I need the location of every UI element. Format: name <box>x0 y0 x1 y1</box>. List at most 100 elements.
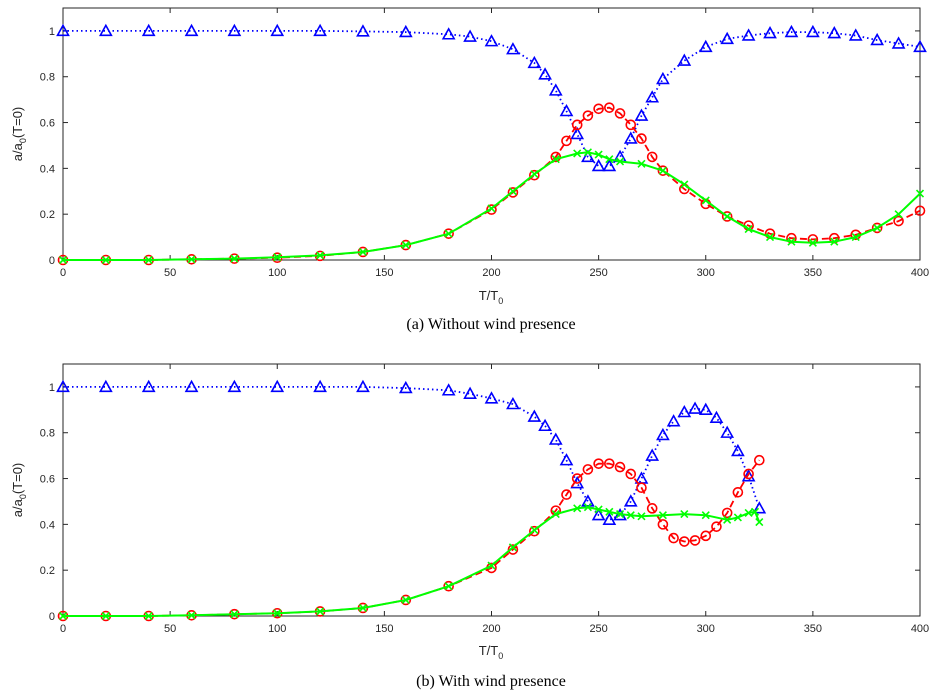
y-tick-label: 0 <box>49 255 55 267</box>
triangle-marker <box>506 396 520 410</box>
x-marker <box>551 509 560 519</box>
x-marker <box>144 611 153 621</box>
x-marker <box>487 561 496 570</box>
x-marker <box>101 611 110 621</box>
x-tick-label: 350 <box>804 623 822 635</box>
x-marker <box>530 170 539 179</box>
circle-marker <box>582 464 594 475</box>
x-ticks-a: 0 50 100 150 200 250 300 350 400 <box>60 8 929 279</box>
triangle-marker <box>141 23 156 37</box>
circle-marker <box>507 187 519 198</box>
triangle-marker <box>602 512 617 525</box>
triangle-marker <box>56 23 70 37</box>
triangle-marker <box>548 83 563 96</box>
x-marker <box>733 513 742 522</box>
y-tick-label: 1 <box>49 382 55 394</box>
triangle-marker <box>538 67 552 80</box>
circle-marker <box>636 133 647 144</box>
x-marker <box>626 511 635 520</box>
triangle-marker <box>313 379 327 393</box>
y-ticks-a: 0 0.2 0.4 0.6 0.8 1 <box>40 26 920 267</box>
circle-marker <box>582 110 594 121</box>
circle-marker <box>743 468 754 480</box>
circle-marker <box>646 503 658 514</box>
triangle-marker <box>98 23 113 37</box>
x-marker <box>358 247 368 257</box>
y-tick-label: 0.2 <box>40 209 55 221</box>
triangle-marker <box>484 391 499 404</box>
circle-marker <box>604 458 615 469</box>
x-marker <box>750 507 760 516</box>
y-ticks-b: 0 0.2 0.4 0.6 0.8 1 <box>40 382 920 623</box>
triangle-marker <box>623 494 638 507</box>
x-marker <box>808 238 817 247</box>
triangle-marker <box>463 29 477 42</box>
circle-marker <box>721 507 733 519</box>
x-marker <box>316 251 325 260</box>
panel-b: 0 50 100 150 200 250 300 350 400 00.20.40.60.81 … <box>10 363 929 690</box>
x-marker <box>851 233 860 242</box>
x-tick-label: 150 <box>375 267 393 279</box>
triangle-marker <box>848 28 863 41</box>
triangle-marker <box>398 24 413 38</box>
circle-marker <box>561 135 572 147</box>
circle-marker <box>679 536 690 547</box>
x-marker <box>187 255 196 264</box>
x-marker <box>401 241 410 250</box>
x-ticks-b: 0 50 100 150 200 250 300 350 400 <box>60 364 929 635</box>
triangle-marker <box>656 71 670 85</box>
circle-marker <box>754 454 765 466</box>
y-tick-label: 0 <box>49 611 55 623</box>
triangle-marker <box>720 425 735 438</box>
circle-marker <box>700 530 712 542</box>
x-marker <box>530 526 539 535</box>
x-tick-label: 350 <box>804 267 822 279</box>
x-marker <box>573 504 582 513</box>
x-marker <box>58 611 68 621</box>
x-marker <box>744 508 753 517</box>
x-marker <box>144 255 153 265</box>
series-a <box>56 23 927 266</box>
triangle-marker <box>666 414 681 427</box>
triangle-marker <box>141 379 156 393</box>
x-marker <box>358 603 368 613</box>
x-tick-label: 100 <box>268 267 286 279</box>
x-tick-label: 200 <box>482 623 500 635</box>
x-tick-label: 150 <box>375 623 393 635</box>
triangle-marker <box>591 158 606 172</box>
x-tick-label: 400 <box>911 267 929 279</box>
triangle-marker <box>806 24 820 38</box>
triangle-marker <box>645 448 660 461</box>
triangle-marker <box>270 23 285 37</box>
y-tick-label: 0.6 <box>40 118 55 130</box>
circle-marker <box>507 544 519 555</box>
x-marker <box>230 254 239 263</box>
x-marker <box>605 507 614 516</box>
x-marker <box>230 610 239 619</box>
circle-marker <box>646 151 658 163</box>
x-marker <box>551 155 560 164</box>
circle-marker <box>593 458 604 469</box>
x-marker <box>444 229 453 238</box>
triangle-marker <box>184 23 199 37</box>
x-marker <box>187 611 196 620</box>
triangle-marker <box>913 39 927 53</box>
x-marker <box>615 157 625 166</box>
x-marker <box>583 503 592 512</box>
triangle-marker <box>313 23 327 37</box>
circle-marker <box>721 211 733 222</box>
triangle-marker <box>784 24 799 38</box>
x-tick-label: 400 <box>911 623 929 635</box>
triangle-marker <box>602 158 617 172</box>
x-marker <box>787 237 796 246</box>
x-marker <box>573 149 582 158</box>
plot-area-a <box>62 7 921 261</box>
triangle-marker <box>591 508 606 521</box>
circle-marker <box>529 169 540 181</box>
plot-area-b <box>62 363 921 617</box>
circle-marker <box>443 228 454 239</box>
circle-marker <box>711 521 722 532</box>
triangle-marker <box>484 34 499 47</box>
circle-marker <box>636 482 647 494</box>
